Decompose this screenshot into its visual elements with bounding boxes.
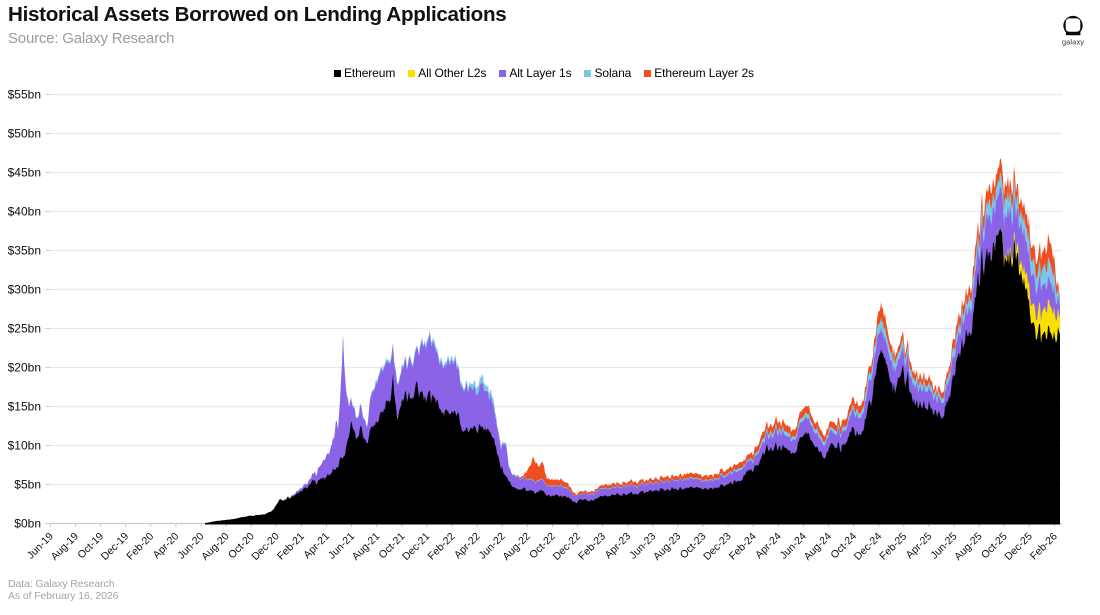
svg-text:Aug-23: Aug-23 (651, 530, 684, 563)
svg-text:Feb-24: Feb-24 (727, 530, 759, 562)
svg-text:Dec-25: Dec-25 (1002, 530, 1035, 563)
svg-text:$0bn: $0bn (14, 517, 41, 531)
svg-text:Feb-23: Feb-23 (576, 530, 608, 562)
svg-text:Apr-23: Apr-23 (602, 530, 633, 561)
svg-text:Aug-22: Aug-22 (500, 530, 533, 563)
svg-text:$50bn: $50bn (8, 127, 41, 141)
svg-text:Feb-26: Feb-26 (1028, 530, 1060, 562)
svg-text:$20bn: $20bn (8, 361, 41, 375)
svg-text:Aug-19: Aug-19 (49, 530, 82, 563)
svg-text:$30bn: $30bn (8, 283, 41, 297)
svg-text:Apr-22: Apr-22 (452, 530, 483, 561)
svg-text:Apr-24: Apr-24 (753, 530, 784, 561)
svg-text:Dec-22: Dec-22 (551, 530, 584, 563)
svg-text:Aug-25: Aug-25 (952, 530, 985, 563)
svg-text:$45bn: $45bn (8, 166, 41, 180)
svg-text:Apr-21: Apr-21 (301, 530, 332, 561)
svg-text:$10bn: $10bn (8, 439, 41, 453)
svg-text:Apr-25: Apr-25 (904, 530, 935, 561)
svg-text:Dec-24: Dec-24 (852, 530, 885, 563)
svg-text:$35bn: $35bn (8, 244, 41, 258)
svg-text:Aug-20: Aug-20 (199, 530, 232, 563)
svg-text:Feb-20: Feb-20 (124, 530, 156, 562)
svg-text:Feb-21: Feb-21 (275, 530, 307, 562)
svg-text:Dec-21: Dec-21 (400, 530, 433, 563)
svg-text:$55bn: $55bn (8, 88, 41, 102)
svg-text:$15bn: $15bn (8, 400, 41, 414)
svg-text:Aug-21: Aug-21 (350, 530, 383, 563)
svg-text:$40bn: $40bn (8, 205, 41, 219)
svg-text:Aug-24: Aug-24 (802, 530, 835, 563)
svg-text:Dec-23: Dec-23 (701, 530, 734, 563)
svg-text:$5bn: $5bn (14, 478, 41, 492)
svg-text:Apr-20: Apr-20 (151, 530, 182, 561)
svg-text:Dec-19: Dec-19 (99, 530, 132, 563)
svg-text:galaxy: galaxy (1062, 37, 1084, 46)
svg-text:$25bn: $25bn (8, 322, 41, 336)
svg-text:Feb-22: Feb-22 (426, 530, 458, 562)
svg-text:Feb-25: Feb-25 (877, 530, 909, 562)
svg-text:Dec-20: Dec-20 (249, 530, 282, 563)
